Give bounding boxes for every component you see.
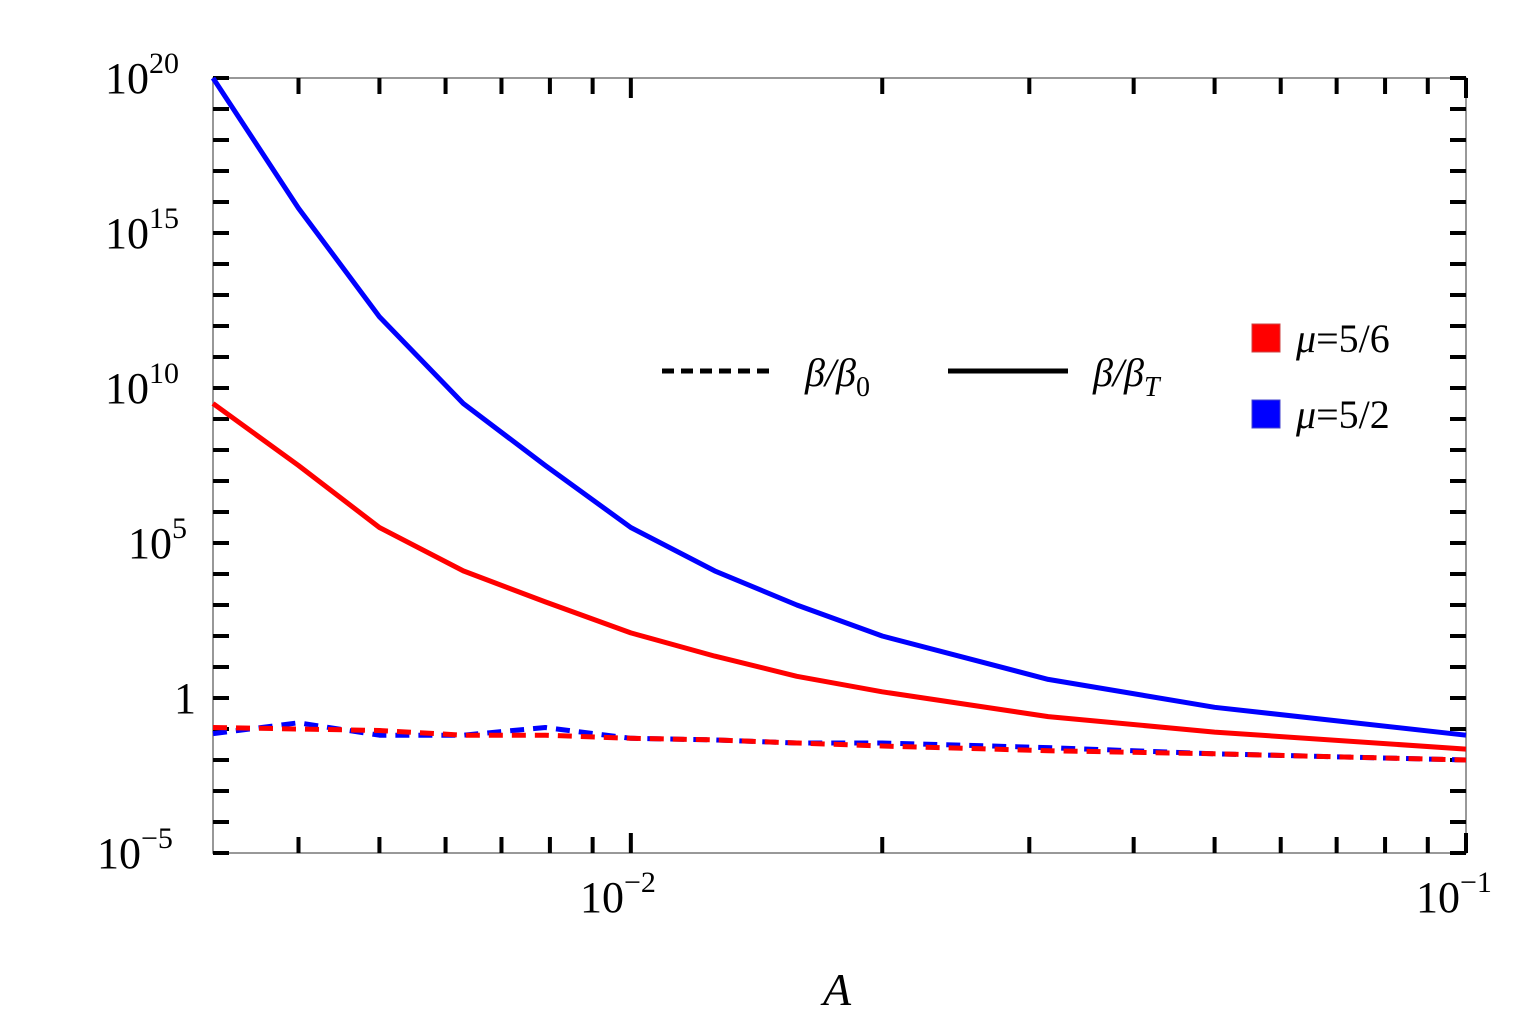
tick-marks — [213, 76, 1468, 855]
y-tick-labels: 1020 1015 1010 105 1 10−5 — [97, 47, 196, 878]
series-line-solid-red — [211, 401, 1467, 752]
legend-solid-label: β/βT — [1092, 350, 1162, 403]
legend-mu-5-6: μ=5/6 — [1295, 316, 1390, 361]
legend-mu-5-2: μ=5/2 — [1295, 392, 1390, 437]
series-line-dashed-blue — [212, 720, 1467, 763]
y-tick-1e-5: 10−5 — [97, 822, 173, 878]
y-tick-1e5: 105 — [128, 512, 187, 568]
x-axis-title: A — [820, 964, 852, 1015]
y-tick-1e20: 1020 — [105, 47, 179, 103]
series-line-solid-blue — [210, 76, 1467, 738]
plot-frame — [212, 77, 1467, 854]
legend-blue-swatch — [1251, 399, 1281, 429]
color-legend: μ=5/6 μ=5/2 — [1251, 316, 1390, 437]
series-line-dashed-red — [212, 725, 1467, 763]
x-tick-labels: 10−2 10−1 — [580, 866, 1492, 922]
x-tick-1e-2: 10−2 — [580, 866, 656, 922]
legend-red-swatch — [1251, 323, 1281, 353]
x-tick-1e-1: 10−1 — [1416, 866, 1492, 922]
legend-dashed-label: β/β0 — [804, 350, 870, 403]
series-lines — [210, 76, 1467, 763]
y-tick-1e10: 1010 — [105, 357, 179, 413]
y-tick-1: 1 — [174, 674, 196, 723]
y-tick-1e15: 1015 — [105, 202, 179, 258]
linestyle-legend: β/β0 β/βT — [662, 350, 1162, 403]
